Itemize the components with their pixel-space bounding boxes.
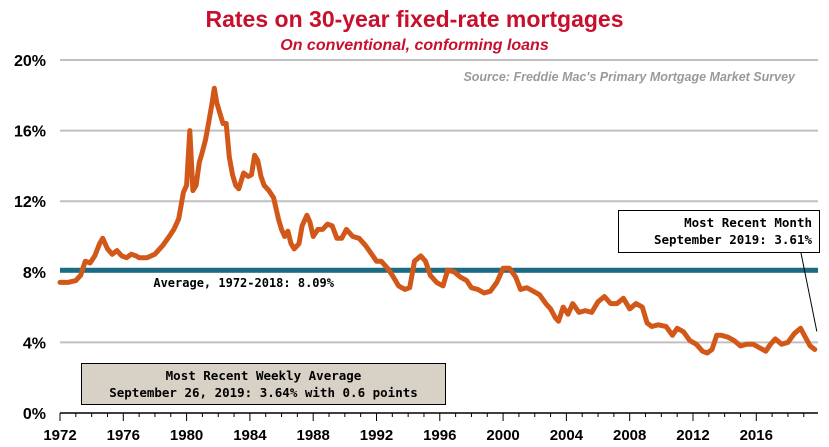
chart-subtitle: On conventional, conforming loans <box>280 37 549 54</box>
x-tick-label: 1984 <box>233 427 267 444</box>
most-recent-week-value: September 26, 2019: 3.64% with 0.6 point… <box>109 385 418 400</box>
average-reference-line: Average, 1972-2018: 8.09% <box>60 267 818 290</box>
y-tick-label: 0% <box>23 406 46 423</box>
x-axis: 1972 1976 1980 1984 1988 1992 1996 2000 2004 2008… <box>43 412 818 444</box>
y-axis: 0% 4% 8% 12% 16% 20% <box>14 53 46 423</box>
x-tick-label: 1980 <box>170 427 203 444</box>
most-recent-month-value: September 2019: 3.61% <box>653 232 812 247</box>
average-line-label: Average, 1972-2018: 8.09% <box>153 276 334 290</box>
most-recent-month-title: Most Recent Month <box>684 215 812 230</box>
most-recent-week-title: Most Recent Weekly Average <box>165 368 362 383</box>
x-tick-label: 2012 <box>676 427 709 444</box>
x-tick-label: 1996 <box>423 427 456 444</box>
x-tick-label: 2008 <box>613 427 646 444</box>
gridlines <box>60 59 818 344</box>
y-tick-label: 20% <box>14 53 46 70</box>
most-recent-week-callout: Most Recent Weekly Average September 26,… <box>81 363 446 405</box>
callout-pointer-line <box>800 252 818 332</box>
x-tick-label: 1972 <box>43 427 76 444</box>
x-tick-label: 1976 <box>107 427 140 444</box>
x-tick-label: 2016 <box>740 427 773 444</box>
chart-title: Rates on 30-year fixed-rate mortgages <box>205 6 624 32</box>
source-note: Source: Freddie Mac's Primary Mortgage M… <box>463 70 795 84</box>
plot-area <box>57 85 818 356</box>
x-tick-label: 2000 <box>486 427 519 444</box>
most-recent-month-callout: Most Recent Month September 2019: 3.61% <box>618 210 820 253</box>
y-tick-label: 8% <box>23 265 46 282</box>
mortgage-rate-series-line <box>57 85 818 356</box>
y-tick-label: 16% <box>14 124 46 141</box>
y-tick-label: 12% <box>14 194 46 211</box>
y-tick-label: 4% <box>23 335 46 352</box>
x-tick-label: 2004 <box>550 427 584 444</box>
x-tick-label: 1992 <box>360 427 393 444</box>
x-tick-label: 1988 <box>297 427 330 444</box>
